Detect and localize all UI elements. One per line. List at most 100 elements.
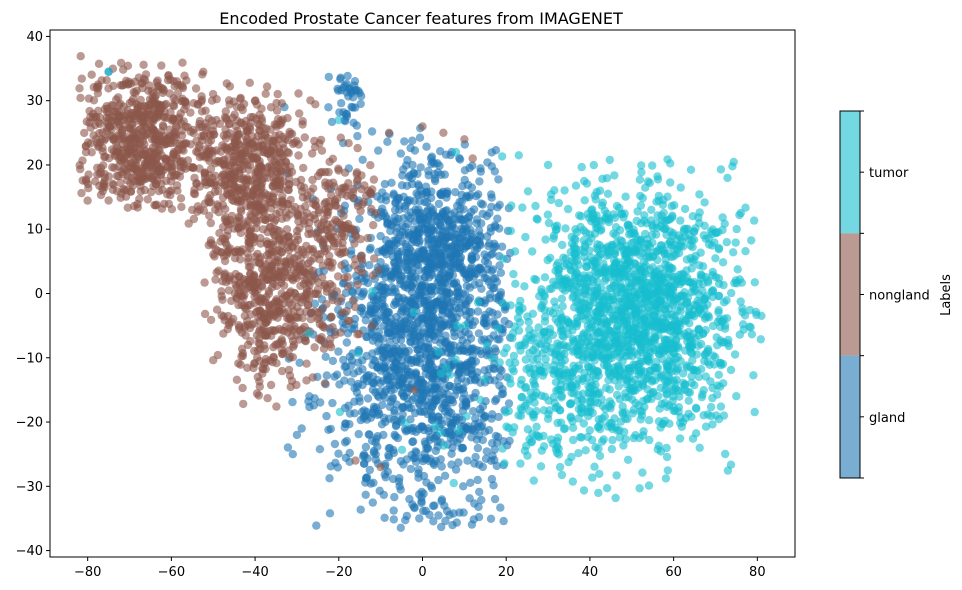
data-point: [131, 99, 141, 109]
data-point: [442, 233, 452, 242]
data-point: [272, 98, 281, 108]
data-point: [382, 316, 391, 326]
data-point: [416, 340, 425, 350]
data-point: [368, 498, 377, 507]
data-point: [100, 169, 109, 179]
data-point: [577, 162, 586, 172]
data-point: [229, 174, 238, 183]
data-point: [364, 186, 373, 195]
data-point: [230, 110, 239, 119]
data-point: [460, 175, 469, 185]
data-point: [284, 365, 294, 375]
data-point: [255, 126, 265, 135]
data-point: [439, 128, 448, 137]
data-point: [226, 146, 235, 156]
data-point: [383, 328, 392, 338]
data-point: [323, 257, 333, 267]
data-point: [417, 314, 426, 323]
data-point: [468, 232, 477, 242]
data-point: [381, 244, 390, 253]
data-point: [666, 159, 675, 168]
data-point: [531, 201, 540, 211]
data-point: [277, 326, 287, 335]
data-point: [409, 502, 419, 512]
data-point: [193, 100, 202, 109]
data-point: [269, 352, 278, 362]
data-point: [369, 478, 378, 487]
data-point: [367, 127, 377, 136]
data-point: [197, 107, 207, 116]
data-point: [750, 216, 759, 225]
data-point: [406, 143, 415, 153]
data-point: [374, 266, 383, 275]
data-point: [172, 77, 182, 86]
data-point: [271, 215, 280, 224]
data-point: [302, 276, 312, 285]
data-point: [140, 76, 150, 85]
data-point: [132, 134, 142, 143]
data-point: [472, 215, 482, 224]
data-point: [713, 390, 722, 399]
data-point: [163, 113, 172, 123]
data-point: [391, 287, 400, 296]
data-point: [266, 125, 275, 134]
data-point: [252, 178, 261, 188]
data-point: [352, 121, 361, 130]
data-point: [666, 178, 675, 187]
data-point: [149, 117, 158, 126]
data-point: [489, 284, 498, 293]
data-point: [282, 225, 292, 234]
data-point: [299, 163, 308, 173]
data-point: [328, 398, 337, 408]
data-point: [469, 407, 478, 416]
data-point: [294, 140, 303, 149]
data-point: [275, 130, 284, 139]
data-point: [393, 433, 403, 443]
data-point: [470, 280, 479, 289]
data-point: [676, 216, 685, 225]
data-point: [308, 373, 317, 382]
data-point: [144, 103, 153, 113]
data-point: [497, 242, 507, 251]
data-point: [147, 147, 156, 156]
data-point: [189, 163, 198, 172]
data-point: [449, 215, 459, 224]
data-point: [470, 499, 479, 508]
data-point: [259, 148, 269, 157]
data-point: [495, 224, 504, 233]
data-point: [430, 395, 439, 404]
data-point: [153, 134, 162, 144]
data-point: [457, 444, 466, 453]
data-point: [262, 237, 271, 246]
data-point: [341, 419, 350, 428]
data-point: [496, 503, 505, 512]
data-point: [83, 196, 92, 205]
data-point: [314, 308, 323, 317]
data-point: [396, 523, 405, 532]
data-point: [348, 93, 358, 102]
data-point: [249, 282, 258, 292]
data-point: [222, 115, 231, 125]
data-point: [453, 376, 463, 385]
data-point: [273, 197, 282, 207]
data-point: [222, 189, 232, 198]
data-point: [234, 300, 243, 310]
data-point: [460, 135, 469, 144]
data-point: [239, 99, 249, 109]
data-point: [246, 224, 256, 234]
data-point: [478, 435, 487, 445]
data-point: [380, 302, 389, 311]
data-point: [392, 299, 401, 308]
data-point: [357, 304, 367, 313]
data-point: [339, 355, 348, 365]
data-point: [489, 364, 498, 373]
data-point: [116, 193, 125, 202]
data-point: [195, 119, 204, 129]
data-point: [91, 177, 100, 186]
data-point: [467, 520, 477, 529]
data-point: [77, 74, 87, 83]
data-point: [370, 254, 379, 263]
data-point: [445, 407, 454, 417]
data-point: [443, 189, 452, 198]
data-point: [220, 316, 229, 325]
